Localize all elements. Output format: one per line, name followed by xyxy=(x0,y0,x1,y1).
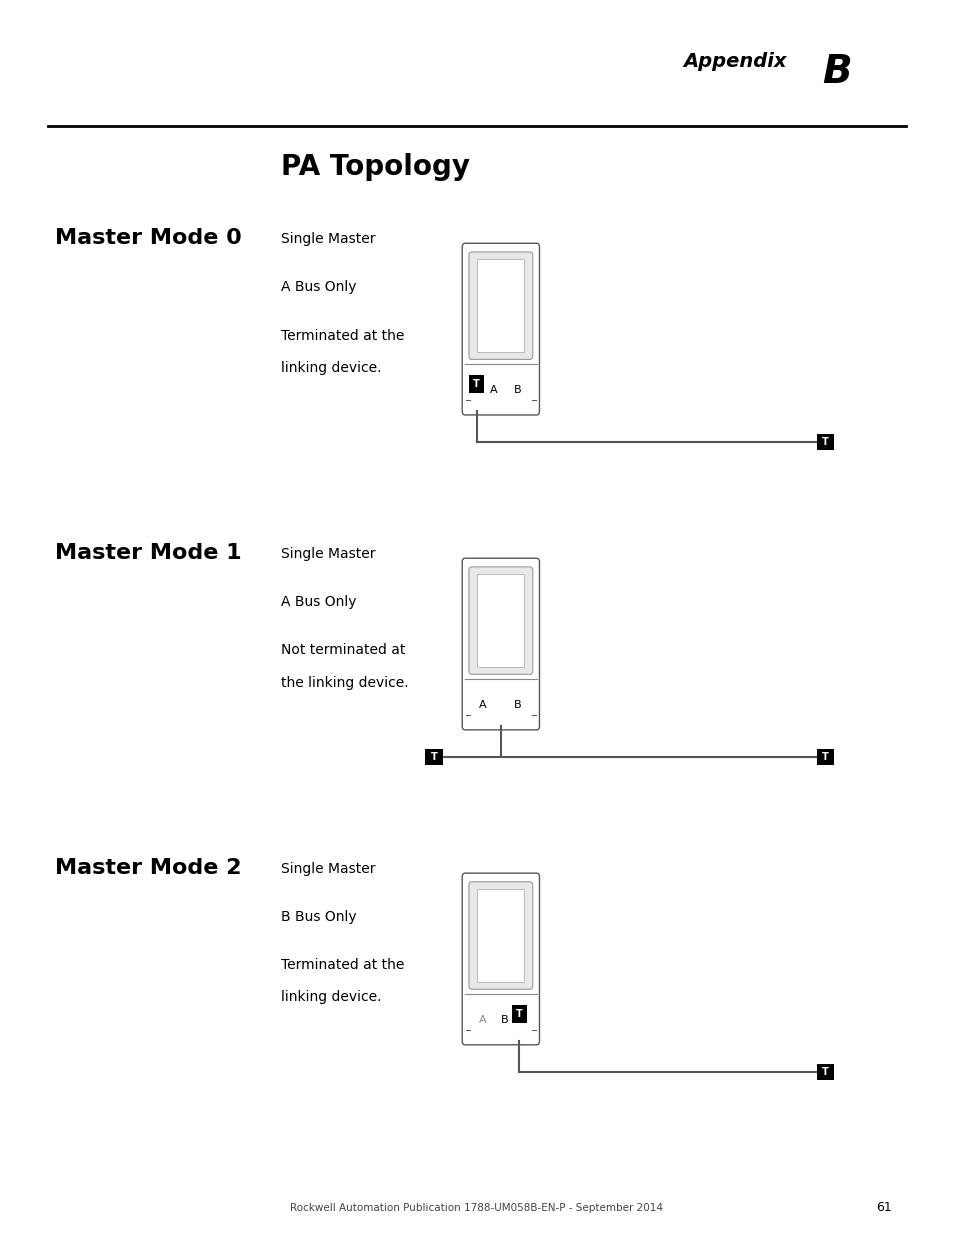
Text: B Bus Only: B Bus Only xyxy=(281,910,356,924)
Text: B: B xyxy=(514,385,520,395)
Text: A: A xyxy=(478,1015,485,1025)
Bar xyxy=(469,374,483,393)
Bar xyxy=(477,259,524,352)
FancyBboxPatch shape xyxy=(461,873,539,1045)
Bar xyxy=(816,433,833,450)
FancyBboxPatch shape xyxy=(469,567,532,674)
Text: B: B xyxy=(514,700,520,710)
Text: Master Mode 2: Master Mode 2 xyxy=(55,858,241,878)
FancyBboxPatch shape xyxy=(469,252,532,359)
Text: A: A xyxy=(490,385,497,395)
Text: T: T xyxy=(821,1067,828,1077)
Text: 61: 61 xyxy=(875,1202,891,1214)
Bar xyxy=(816,748,833,764)
Text: A Bus Only: A Bus Only xyxy=(281,280,356,294)
Text: T: T xyxy=(473,379,479,389)
Text: Single Master: Single Master xyxy=(281,547,375,561)
Text: the linking device.: the linking device. xyxy=(281,676,409,689)
FancyBboxPatch shape xyxy=(469,882,532,989)
Text: T: T xyxy=(821,437,828,447)
Bar xyxy=(816,1065,833,1079)
Text: linking device.: linking device. xyxy=(281,361,381,374)
Text: linking device.: linking device. xyxy=(281,990,381,1004)
Text: Terminated at the: Terminated at the xyxy=(281,958,404,972)
Text: T: T xyxy=(821,752,828,762)
Bar xyxy=(511,1005,526,1023)
Bar xyxy=(425,748,442,764)
Text: PA Topology: PA Topology xyxy=(281,153,470,180)
Text: Single Master: Single Master xyxy=(281,862,375,876)
FancyBboxPatch shape xyxy=(461,558,539,730)
Text: Master Mode 0: Master Mode 0 xyxy=(55,228,242,248)
Bar xyxy=(477,574,524,667)
Text: T: T xyxy=(516,1009,522,1019)
Text: Not terminated at: Not terminated at xyxy=(281,643,405,657)
Text: B: B xyxy=(821,53,851,90)
Text: Master Mode 1: Master Mode 1 xyxy=(55,543,242,563)
Text: A: A xyxy=(478,700,485,710)
Text: T: T xyxy=(430,752,437,762)
Text: B: B xyxy=(501,1015,508,1025)
Text: Rockwell Automation Publication 1788-UM058B-EN-P - September 2014: Rockwell Automation Publication 1788-UM0… xyxy=(291,1203,662,1213)
Text: A Bus Only: A Bus Only xyxy=(281,595,356,609)
Text: Appendix: Appendix xyxy=(683,52,786,72)
Text: Terminated at the: Terminated at the xyxy=(281,329,404,342)
Bar xyxy=(477,889,524,982)
FancyBboxPatch shape xyxy=(461,243,539,415)
Text: Single Master: Single Master xyxy=(281,232,375,246)
